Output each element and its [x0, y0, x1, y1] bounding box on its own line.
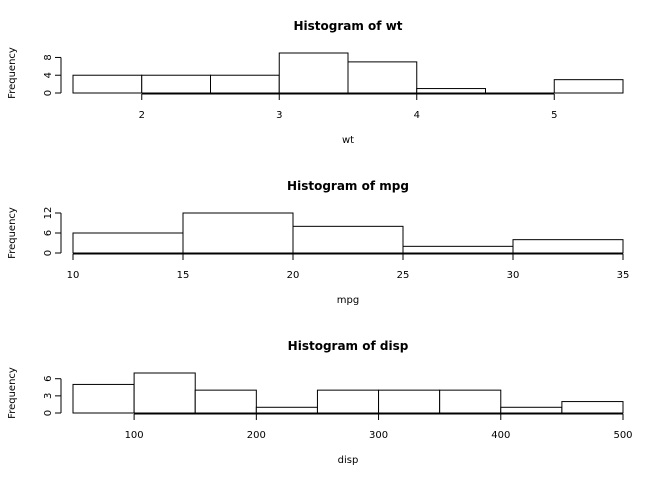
y-tick-label: 6: [43, 376, 54, 382]
histogram-panel-disp: Histogram of disp 100 200 300 400 500 0 3 6 disp F…: [7, 339, 633, 466]
y-tick-label: 0: [43, 90, 54, 96]
x-tick-label: 4: [414, 110, 420, 121]
y-tick-label: 3: [43, 393, 54, 399]
chart-title: Histogram of mpg: [287, 179, 409, 193]
x-tick-label: 30: [507, 270, 520, 281]
histogram-panel-wt: Histogram of wt 2 3 4 5 0 4 8 wt Frequency: [7, 19, 624, 146]
x-tick-label: 100: [125, 430, 144, 441]
y-tick-label: 0: [43, 250, 54, 256]
y-tick-label: 12: [43, 207, 54, 220]
histogram-bar: [561, 401, 624, 414]
x-tick-label: 200: [247, 430, 266, 441]
x-axis-label: disp: [338, 455, 359, 466]
histogram-bar: [278, 52, 349, 94]
histogram-bar: [210, 74, 280, 94]
histogram-bar: [72, 383, 135, 414]
x-tick-label: 15: [177, 270, 190, 281]
x-tick-label: 3: [276, 110, 282, 121]
histogram-bar: [347, 61, 418, 94]
x-tick-label: 300: [369, 430, 388, 441]
y-axis-label: Frequency: [7, 207, 18, 259]
y-tick-label: 4: [43, 72, 54, 78]
histogram-bar: [378, 389, 441, 414]
x-tick-label: 35: [617, 270, 630, 281]
histogram-bar: [72, 232, 184, 254]
y-tick-label: 6: [43, 230, 54, 236]
histogram-bar: [72, 74, 143, 94]
histogram-bar: [255, 406, 318, 414]
y-axis-label: Frequency: [7, 47, 18, 99]
y-tick-label: 8: [43, 54, 54, 60]
x-tick-label: 2: [139, 110, 145, 121]
histogram-bar: [133, 372, 196, 414]
histogram-bar: [182, 212, 294, 254]
histogram-bar: [292, 225, 404, 254]
x-tick-label: 20: [287, 270, 300, 281]
histogram-bar: [500, 406, 563, 414]
histogram-panel-mpg: Histogram of mpg 10 15 20 25 30 35 0 6 12 mpg Frequ…: [7, 179, 629, 306]
histogram-bar: [439, 389, 502, 414]
histogram-bar: [416, 88, 486, 94]
x-tick-label: 25: [397, 270, 410, 281]
histogram-bar: [141, 74, 211, 94]
x-axis-label: mpg: [337, 295, 359, 306]
y-axis-label: Frequency: [7, 367, 18, 419]
histogram-bar: [316, 389, 380, 414]
x-axis-label: wt: [342, 135, 354, 146]
x-tick-label: 10: [67, 270, 80, 281]
histogram-bar: [402, 245, 514, 254]
x-tick-label: 5: [551, 110, 557, 121]
x-tick-label: 500: [613, 430, 632, 441]
x-tick-label: 400: [491, 430, 510, 441]
histogram-bar: [553, 79, 624, 94]
chart-title: Histogram of wt: [293, 19, 402, 33]
histogram-bar: [512, 239, 624, 254]
y-tick-label: 0: [43, 410, 54, 416]
chart-title: Histogram of disp: [288, 339, 409, 353]
histogram-bar: [194, 389, 257, 414]
